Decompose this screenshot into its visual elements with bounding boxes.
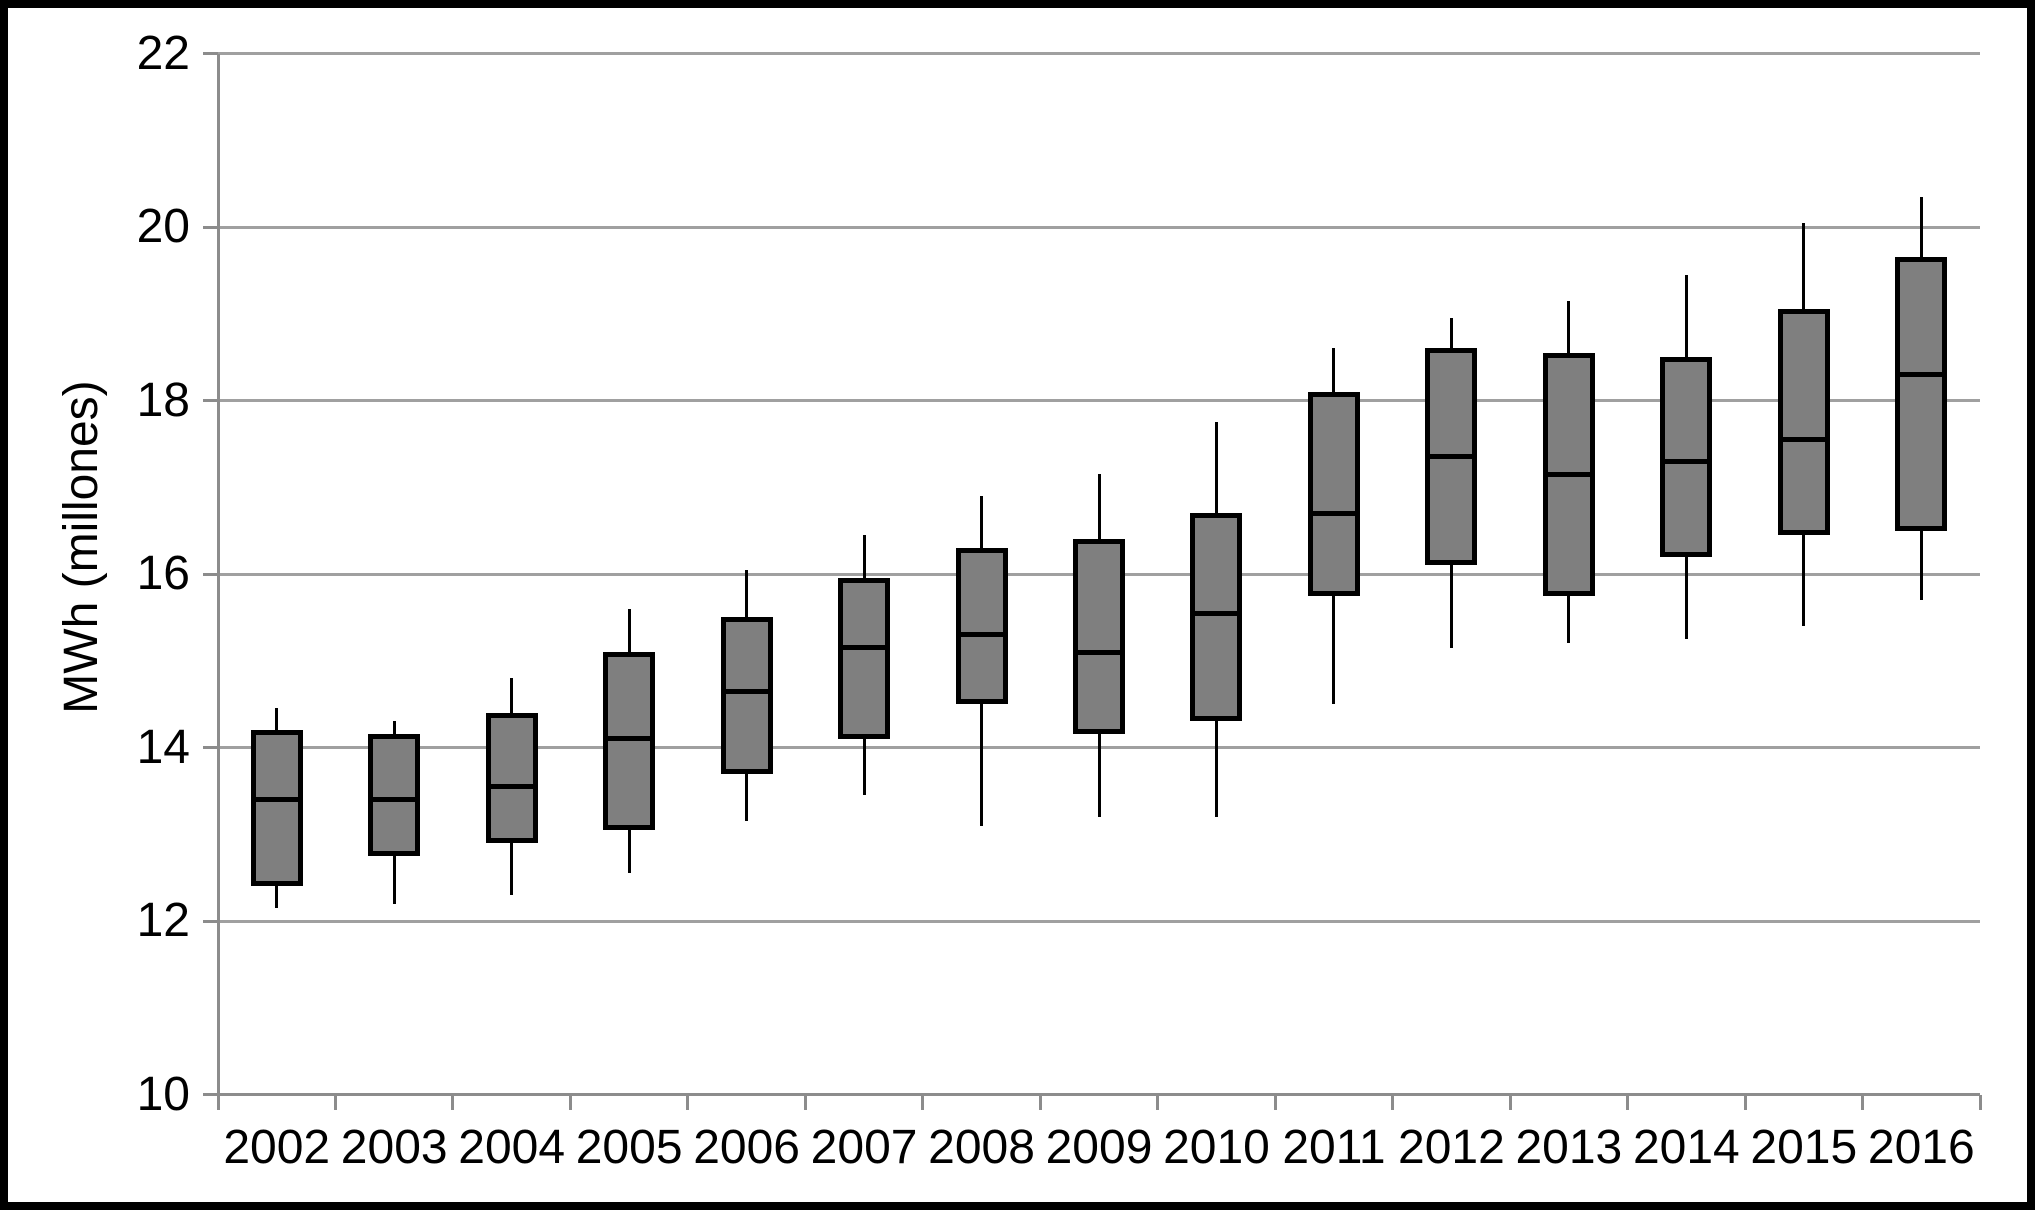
y-tick-12 (203, 919, 218, 923)
x-tick-11 (1508, 1094, 1512, 1110)
x-tick-1 (333, 1094, 337, 1110)
gridline-y-18 (218, 399, 1980, 402)
median-2016 (1895, 371, 1948, 377)
x-tick-5 (803, 1094, 807, 1110)
median-2002 (250, 797, 303, 803)
y-tick-label-16: 16 (136, 547, 190, 600)
gridline-y-12 (218, 919, 1980, 923)
y-tick-label-20: 20 (136, 200, 190, 253)
median-2011 (1307, 510, 1360, 516)
median-2007 (838, 645, 891, 651)
x-tick-3 (568, 1094, 572, 1110)
y-tick-10 (203, 1093, 218, 1096)
box-2015 (1777, 309, 1830, 535)
x-tick-label-2011: 2011 (1282, 1121, 1386, 1174)
y-tick-label-10: 10 (136, 1067, 190, 1121)
x-tick-label-2016: 2016 (1867, 1121, 1975, 1174)
x-tick-label-2008: 2008 (928, 1121, 1035, 1174)
box-2011 (1307, 391, 1360, 596)
x-tick-label-2002: 2002 (223, 1121, 331, 1174)
box-2009 (1073, 539, 1125, 735)
x-tick-label-2009: 2009 (1045, 1121, 1153, 1174)
y-axis-line (216, 53, 220, 1095)
x-tick-2 (451, 1094, 455, 1110)
x-tick-label-2013: 2013 (1515, 1121, 1623, 1174)
y-tick-label-22: 22 (136, 26, 190, 80)
box-2007 (838, 578, 891, 739)
x-tick-label-2005: 2005 (575, 1121, 683, 1174)
y-tick-20 (203, 225, 218, 229)
x-tick-15 (1978, 1094, 1982, 1110)
median-2009 (1073, 649, 1125, 655)
box-2002 (250, 730, 303, 887)
y-tick-22 (203, 52, 218, 55)
x-tick-label-2004: 2004 (458, 1121, 566, 1174)
gridline-y-20 (218, 225, 1980, 229)
x-tick-label-2015: 2015 (1750, 1121, 1858, 1174)
y-tick-16 (203, 572, 218, 576)
x-axis-line (218, 1093, 1980, 1096)
y-axis-title: MWh (millones) (55, 380, 108, 714)
x-tick-4 (686, 1094, 690, 1110)
median-2010 (1190, 610, 1243, 616)
gridline-y-22 (218, 52, 1980, 55)
x-tick-label-2014: 2014 (1632, 1121, 1740, 1174)
box-2003 (368, 734, 421, 856)
x-tick-label-2006: 2006 (693, 1121, 800, 1174)
box-2016 (1895, 257, 1948, 531)
x-tick-14 (1861, 1094, 1865, 1110)
y-tick-label-14: 14 (136, 720, 190, 774)
median-2013 (1542, 471, 1595, 477)
x-tick-label-2010: 2010 (1163, 1121, 1270, 1174)
y-tick-label-18: 18 (136, 373, 190, 427)
median-2005 (603, 736, 656, 742)
x-tick-12 (1626, 1094, 1630, 1110)
y-tick-18 (203, 399, 218, 402)
x-tick-7 (1038, 1094, 1042, 1110)
x-tick-label-2012: 2012 (1398, 1121, 1505, 1174)
box-2014 (1660, 357, 1713, 557)
median-2012 (1425, 454, 1478, 460)
x-tick-label-2007: 2007 (810, 1121, 918, 1174)
box-2010 (1190, 513, 1243, 722)
x-tick-0 (216, 1094, 220, 1110)
median-2003 (368, 797, 421, 803)
median-2015 (1777, 437, 1830, 443)
median-2006 (720, 688, 773, 694)
box-2008 (955, 547, 1008, 705)
x-tick-6 (921, 1094, 925, 1110)
x-tick-9 (1273, 1094, 1277, 1110)
x-tick-13 (1743, 1094, 1747, 1110)
x-tick-10 (1391, 1094, 1395, 1110)
median-2008 (955, 632, 1008, 638)
x-tick-label-2003: 2003 (340, 1121, 448, 1174)
x-tick-8 (1156, 1094, 1160, 1110)
box-2004 (485, 712, 538, 843)
median-2004 (485, 784, 538, 790)
median-2014 (1660, 458, 1713, 464)
y-tick-14 (203, 746, 218, 749)
box-2006 (720, 617, 773, 774)
y-tick-label-12: 12 (136, 894, 190, 947)
